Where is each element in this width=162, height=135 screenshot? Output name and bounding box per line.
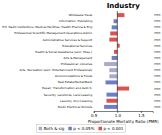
category-label: P.H. Radio Institutions, Medical Facilit…	[2, 25, 92, 29]
title: Industry	[107, 2, 141, 10]
tick: Health & Social Assistance (excl. Hosp.)	[35, 50, 92, 54]
tick: Wholesale Trade	[69, 13, 93, 17]
category-label: Public Electrical Schools	[58, 105, 93, 109]
tick: Educational Services	[62, 44, 92, 48]
tick: 1.5	[138, 111, 145, 118]
tick: 0.5	[91, 111, 98, 118]
x-axis: 0.5 1.0 1.5	[91, 111, 153, 118]
bar	[114, 19, 118, 23]
legend-entry: Both & sig	[44, 126, 65, 131]
bar	[117, 87, 129, 91]
tick: Professional Scientific Management Opera…	[14, 31, 92, 35]
bar	[109, 74, 117, 78]
bar	[104, 105, 117, 109]
annotation: PMR	[154, 68, 160, 72]
category-label: Repair, Transformation and Auto S.	[42, 86, 92, 90]
tick: Administrative Services & Support	[43, 38, 93, 42]
tick: Information- Publishing	[59, 19, 92, 23]
tick: Repair, Transformation and Auto S.	[42, 86, 92, 90]
legend-entry: p < 0.001	[103, 126, 123, 131]
annotation: PMR	[154, 44, 160, 48]
category-label: Accommodations & Foods	[55, 74, 93, 78]
bar	[117, 13, 124, 17]
annotation: PMR	[154, 62, 160, 66]
legend-swatch	[39, 127, 43, 131]
chart-svg: 0.5 1.0 1.5 Wholesale Trade Information- Pub…	[0, 0, 162, 135]
bar	[110, 31, 117, 35]
legend: Both & sig p < 0.05% p < 0.001	[37, 125, 126, 133]
y-axis: Wholesale Trade Information- Publishing P.…	[2, 13, 93, 109]
annotation: PMR	[154, 25, 160, 29]
bar	[109, 68, 117, 72]
category-label: Real Estate/Rental/Bank	[58, 80, 93, 84]
category-label: Arts, Recreation (excl. Entertainment Pr…	[20, 68, 93, 72]
legend-swatch	[68, 127, 72, 131]
chart-container: 0.5 1.0 1.5 Wholesale Trade Information- Pub…	[0, 0, 162, 135]
tick: Arts, Recreation (excl. Entertainment Pr…	[20, 68, 93, 72]
annotations: PMR PMR PMR PMR PMR PMR PMR PMR PMR PMR PMR PMR PMR P…	[154, 13, 160, 109]
plot-area	[104, 11, 129, 111]
bar	[112, 25, 118, 29]
annotation: PMR	[154, 56, 160, 60]
category-label: Administrative Services & Support	[43, 38, 93, 42]
annotation: PMR	[154, 105, 160, 109]
tick: Security, Landlords, Land Leasing	[44, 93, 93, 97]
tick-label: 1.5	[138, 113, 145, 118]
category-label: Professional Scientific Management Opera…	[14, 31, 92, 35]
category-label: Wholesale Trade	[69, 13, 93, 17]
reference-line	[117, 11, 118, 111]
annotation: PMR	[154, 19, 160, 23]
bar	[112, 56, 118, 60]
annotation: PMR	[154, 13, 160, 17]
category-label: Professional, Libraries	[61, 62, 93, 66]
annotation: PMR	[154, 38, 160, 42]
tick: Arts & Management	[63, 56, 93, 60]
tick: P.H. Radio Institutions, Medical Facilit…	[2, 25, 92, 29]
annotation: PMR	[154, 93, 160, 97]
bar	[114, 50, 117, 54]
category-label: Educational Services	[62, 44, 92, 48]
annotation: PMR	[154, 74, 160, 78]
category-label: Information- Publishing	[59, 19, 92, 23]
bar	[104, 62, 117, 66]
annotation: PMR	[154, 80, 160, 84]
annotation: PMR	[154, 87, 160, 91]
legend-entry: p < 0.05%	[73, 126, 94, 131]
bar	[109, 38, 117, 42]
annotation: PMR	[154, 50, 160, 54]
tick: Professional, Libraries	[61, 62, 93, 66]
category-label: Laundry, Dry Cleaning	[60, 99, 92, 103]
tick-label: 0.5	[91, 113, 98, 118]
bar	[106, 99, 117, 103]
bar	[117, 44, 119, 48]
annotation: PMR	[154, 99, 160, 103]
tick: Accommodations & Foods	[55, 74, 93, 78]
tick: 1.0	[115, 111, 122, 118]
bar	[106, 93, 117, 97]
category-label: Security, Landlords, Land Leasing	[44, 93, 93, 97]
x-axis-title: Proportionate Mortality Ratio (PMR)	[88, 119, 159, 124]
annotation: PMR	[154, 31, 160, 35]
tick: Public Electrical Schools	[58, 105, 93, 109]
tick: Real Estate/Rental/Bank	[58, 80, 93, 84]
category-label: Arts & Management	[63, 56, 93, 60]
tick-label: 1.0	[115, 113, 122, 118]
category-label: Health & Social Assistance (excl. Hosp.)	[35, 50, 92, 54]
legend-swatch	[98, 127, 102, 131]
tick: Laundry, Dry Cleaning	[60, 99, 92, 103]
legend-frame	[37, 125, 126, 133]
bar	[106, 80, 118, 84]
